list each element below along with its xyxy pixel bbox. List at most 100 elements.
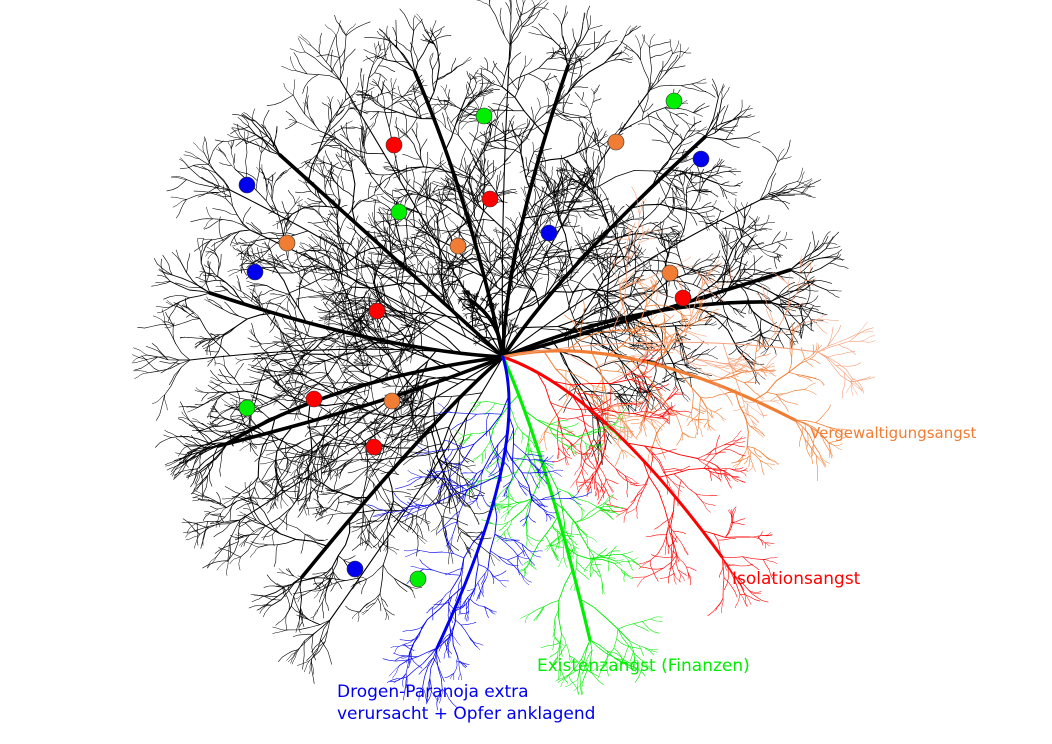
- black-limb: [511, 323, 514, 327]
- branch-vergewaltigungsangst: [701, 296, 705, 304]
- black-limb-thin: [604, 139, 609, 157]
- black-limb-thin: [659, 65, 686, 72]
- black-limb: [419, 517, 430, 525]
- black-limb-thin: [231, 435, 240, 442]
- black-limb-thin: [298, 36, 312, 46]
- black-limb-thin: [329, 356, 504, 621]
- black-limb: [243, 379, 264, 384]
- black-limb-thin: [395, 117, 400, 139]
- black-limb-thin: [590, 147, 605, 157]
- black-limb: [562, 179, 573, 181]
- black-limb-thin: [395, 376, 400, 397]
- black-limb-thin: [234, 168, 275, 214]
- branch-vergewaltigungsangst: [650, 419, 661, 444]
- black-limb-thin: [349, 525, 362, 528]
- black-limb: [173, 468, 198, 476]
- black-limb: [323, 415, 337, 421]
- black-limb-thin: [291, 649, 299, 665]
- black-limb: [522, 295, 536, 304]
- black-limb: [332, 422, 340, 451]
- black-limb-thin: [458, 96, 479, 136]
- black-limb-thin: [506, 236, 513, 250]
- black-limb: [480, 298, 485, 300]
- branch-vergewaltigungsangst: [700, 393, 726, 399]
- black-limb: [551, 249, 563, 259]
- black-limb: [294, 453, 305, 458]
- black-limb-thin: [356, 237, 360, 248]
- black-limb-thin: [744, 246, 749, 255]
- black-limb-thin: [327, 145, 349, 152]
- black-limb-thin: [552, 112, 564, 117]
- black-limb-thin: [416, 245, 436, 259]
- black-limb-thin: [633, 216, 645, 220]
- black-limb: [675, 147, 699, 154]
- black-limb: [645, 312, 674, 365]
- black-limb: [757, 291, 770, 300]
- black-limb: [320, 506, 327, 513]
- black-limb: [741, 202, 745, 212]
- branch-vergewaltigungsangst: [646, 348, 664, 351]
- black-limb-thin: [600, 242, 619, 246]
- black-limb: [744, 271, 752, 276]
- black-limb: [284, 333, 303, 339]
- black-limb-thin: [353, 199, 361, 210]
- black-limb-thin: [386, 92, 396, 97]
- black-limb-thin: [515, 253, 528, 270]
- black-limb-thin: [378, 366, 459, 385]
- black-limb: [273, 544, 278, 567]
- black-limb: [586, 138, 603, 149]
- black-limb-thin: [407, 263, 422, 274]
- black-limb: [728, 171, 737, 176]
- black-limb: [493, 244, 497, 267]
- black-limb: [355, 326, 377, 333]
- black-limb-thin: [441, 198, 460, 201]
- black-limb: [395, 196, 402, 205]
- black-limb-thin: [560, 45, 566, 50]
- black-limb: [234, 363, 244, 379]
- black-limb: [202, 345, 210, 349]
- black-limb-thin: [347, 156, 354, 164]
- black-limb: [373, 111, 379, 127]
- black-limb-thin: [605, 233, 619, 238]
- black-limb: [332, 570, 342, 589]
- black-limb-thin: [406, 74, 423, 94]
- black-limb: [335, 419, 367, 445]
- black-limb-thin: [270, 315, 275, 326]
- black-limb-thin: [289, 298, 296, 310]
- branch-vergewaltigungsangst: [756, 337, 761, 347]
- black-limb-thin: [413, 106, 418, 119]
- black-limb: [227, 133, 242, 140]
- branch-vergewaltigungsangst: [800, 347, 805, 360]
- black-limb: [301, 448, 312, 464]
- black-limb-thin: [251, 228, 263, 235]
- black-limb: [220, 285, 231, 294]
- black-limb: [711, 78, 719, 98]
- black-limb: [509, 120, 513, 127]
- black-limb-thin: [632, 334, 635, 346]
- black-limb: [636, 382, 641, 395]
- branch-vergewaltigungsangst: [755, 430, 765, 437]
- black-limb: [263, 604, 273, 618]
- black-limb-thin: [457, 134, 504, 204]
- black-limb-thin: [253, 334, 262, 345]
- black-limb: [202, 274, 211, 277]
- black-limb: [376, 55, 416, 73]
- black-limb-thin: [519, 169, 527, 173]
- black-limb-thin: [667, 215, 682, 225]
- black-limb-thin: [584, 129, 600, 148]
- black-limb: [583, 210, 598, 216]
- black-limb-thin: [322, 489, 341, 494]
- black-limb: [389, 373, 397, 387]
- black-limb: [413, 18, 423, 32]
- black-limb: [737, 279, 756, 285]
- black-limb-thin: [437, 96, 443, 105]
- black-limb: [425, 206, 442, 212]
- black-limb: [785, 282, 804, 293]
- black-limb: [731, 271, 762, 283]
- black-limb: [718, 83, 724, 98]
- black-limb: [447, 228, 457, 241]
- black-limb-thin: [559, 42, 561, 50]
- branch-vergewaltigungsangst: [694, 418, 704, 421]
- black-limb-thin: [345, 605, 360, 613]
- black-limb: [539, 187, 545, 199]
